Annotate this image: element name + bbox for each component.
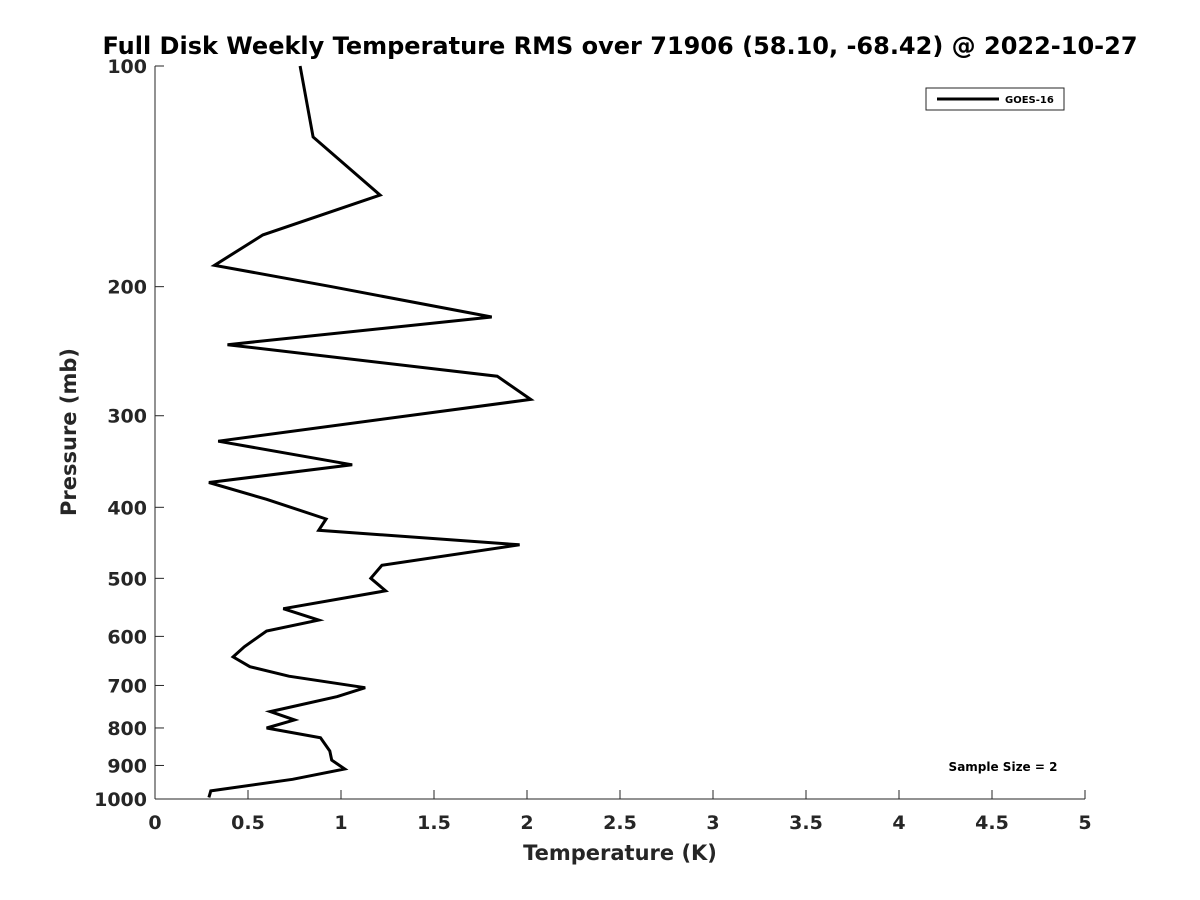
series-line-goes-16 <box>207 65 535 798</box>
y-tick-label: 100 <box>107 56 147 78</box>
x-tick-label: 0.5 <box>231 812 265 834</box>
x-tick-label: 2 <box>520 812 533 834</box>
x-tick-label: 5 <box>1078 812 1091 834</box>
y-tick-label: 800 <box>107 718 147 740</box>
y-tick-label: 500 <box>107 568 147 590</box>
x-tick-label: 2.5 <box>603 812 637 834</box>
x-tick-label: 3 <box>706 812 719 834</box>
legend: GOES-16 <box>925 87 1065 111</box>
x-tick-label: 1.5 <box>417 812 451 834</box>
chart-title: Full Disk Weekly Temperature RMS over 71… <box>102 32 1137 60</box>
y-tick-label: 200 <box>107 277 147 299</box>
x-tick-label: 0 <box>148 812 161 834</box>
y-tick-label: 900 <box>107 755 147 777</box>
y-tick-label: 600 <box>107 626 147 648</box>
y-tick-label: 1000 <box>94 789 147 811</box>
x-axis-label: Temperature (K) <box>523 841 717 865</box>
x-tick-label: 3.5 <box>789 812 823 834</box>
sample-size-annotation: Sample Size = 2 <box>949 760 1058 774</box>
y-tick-label: 700 <box>107 675 147 697</box>
x-tick-label: 4 <box>892 812 905 834</box>
x-tick-label: 4.5 <box>975 812 1009 834</box>
plot-area: 0 0.5 1 1.5 2 2.5 3 3.5 4 4.5 5 100 200 300 400 500 600 7… <box>94 56 1092 834</box>
y-tick-label: 400 <box>107 497 147 519</box>
y-tick-label: 300 <box>107 406 147 428</box>
x-tick-label: 1 <box>334 812 347 834</box>
legend-label-goes-16: GOES-16 <box>1005 95 1054 106</box>
y-axis-label: Pressure (mb) <box>57 348 81 516</box>
